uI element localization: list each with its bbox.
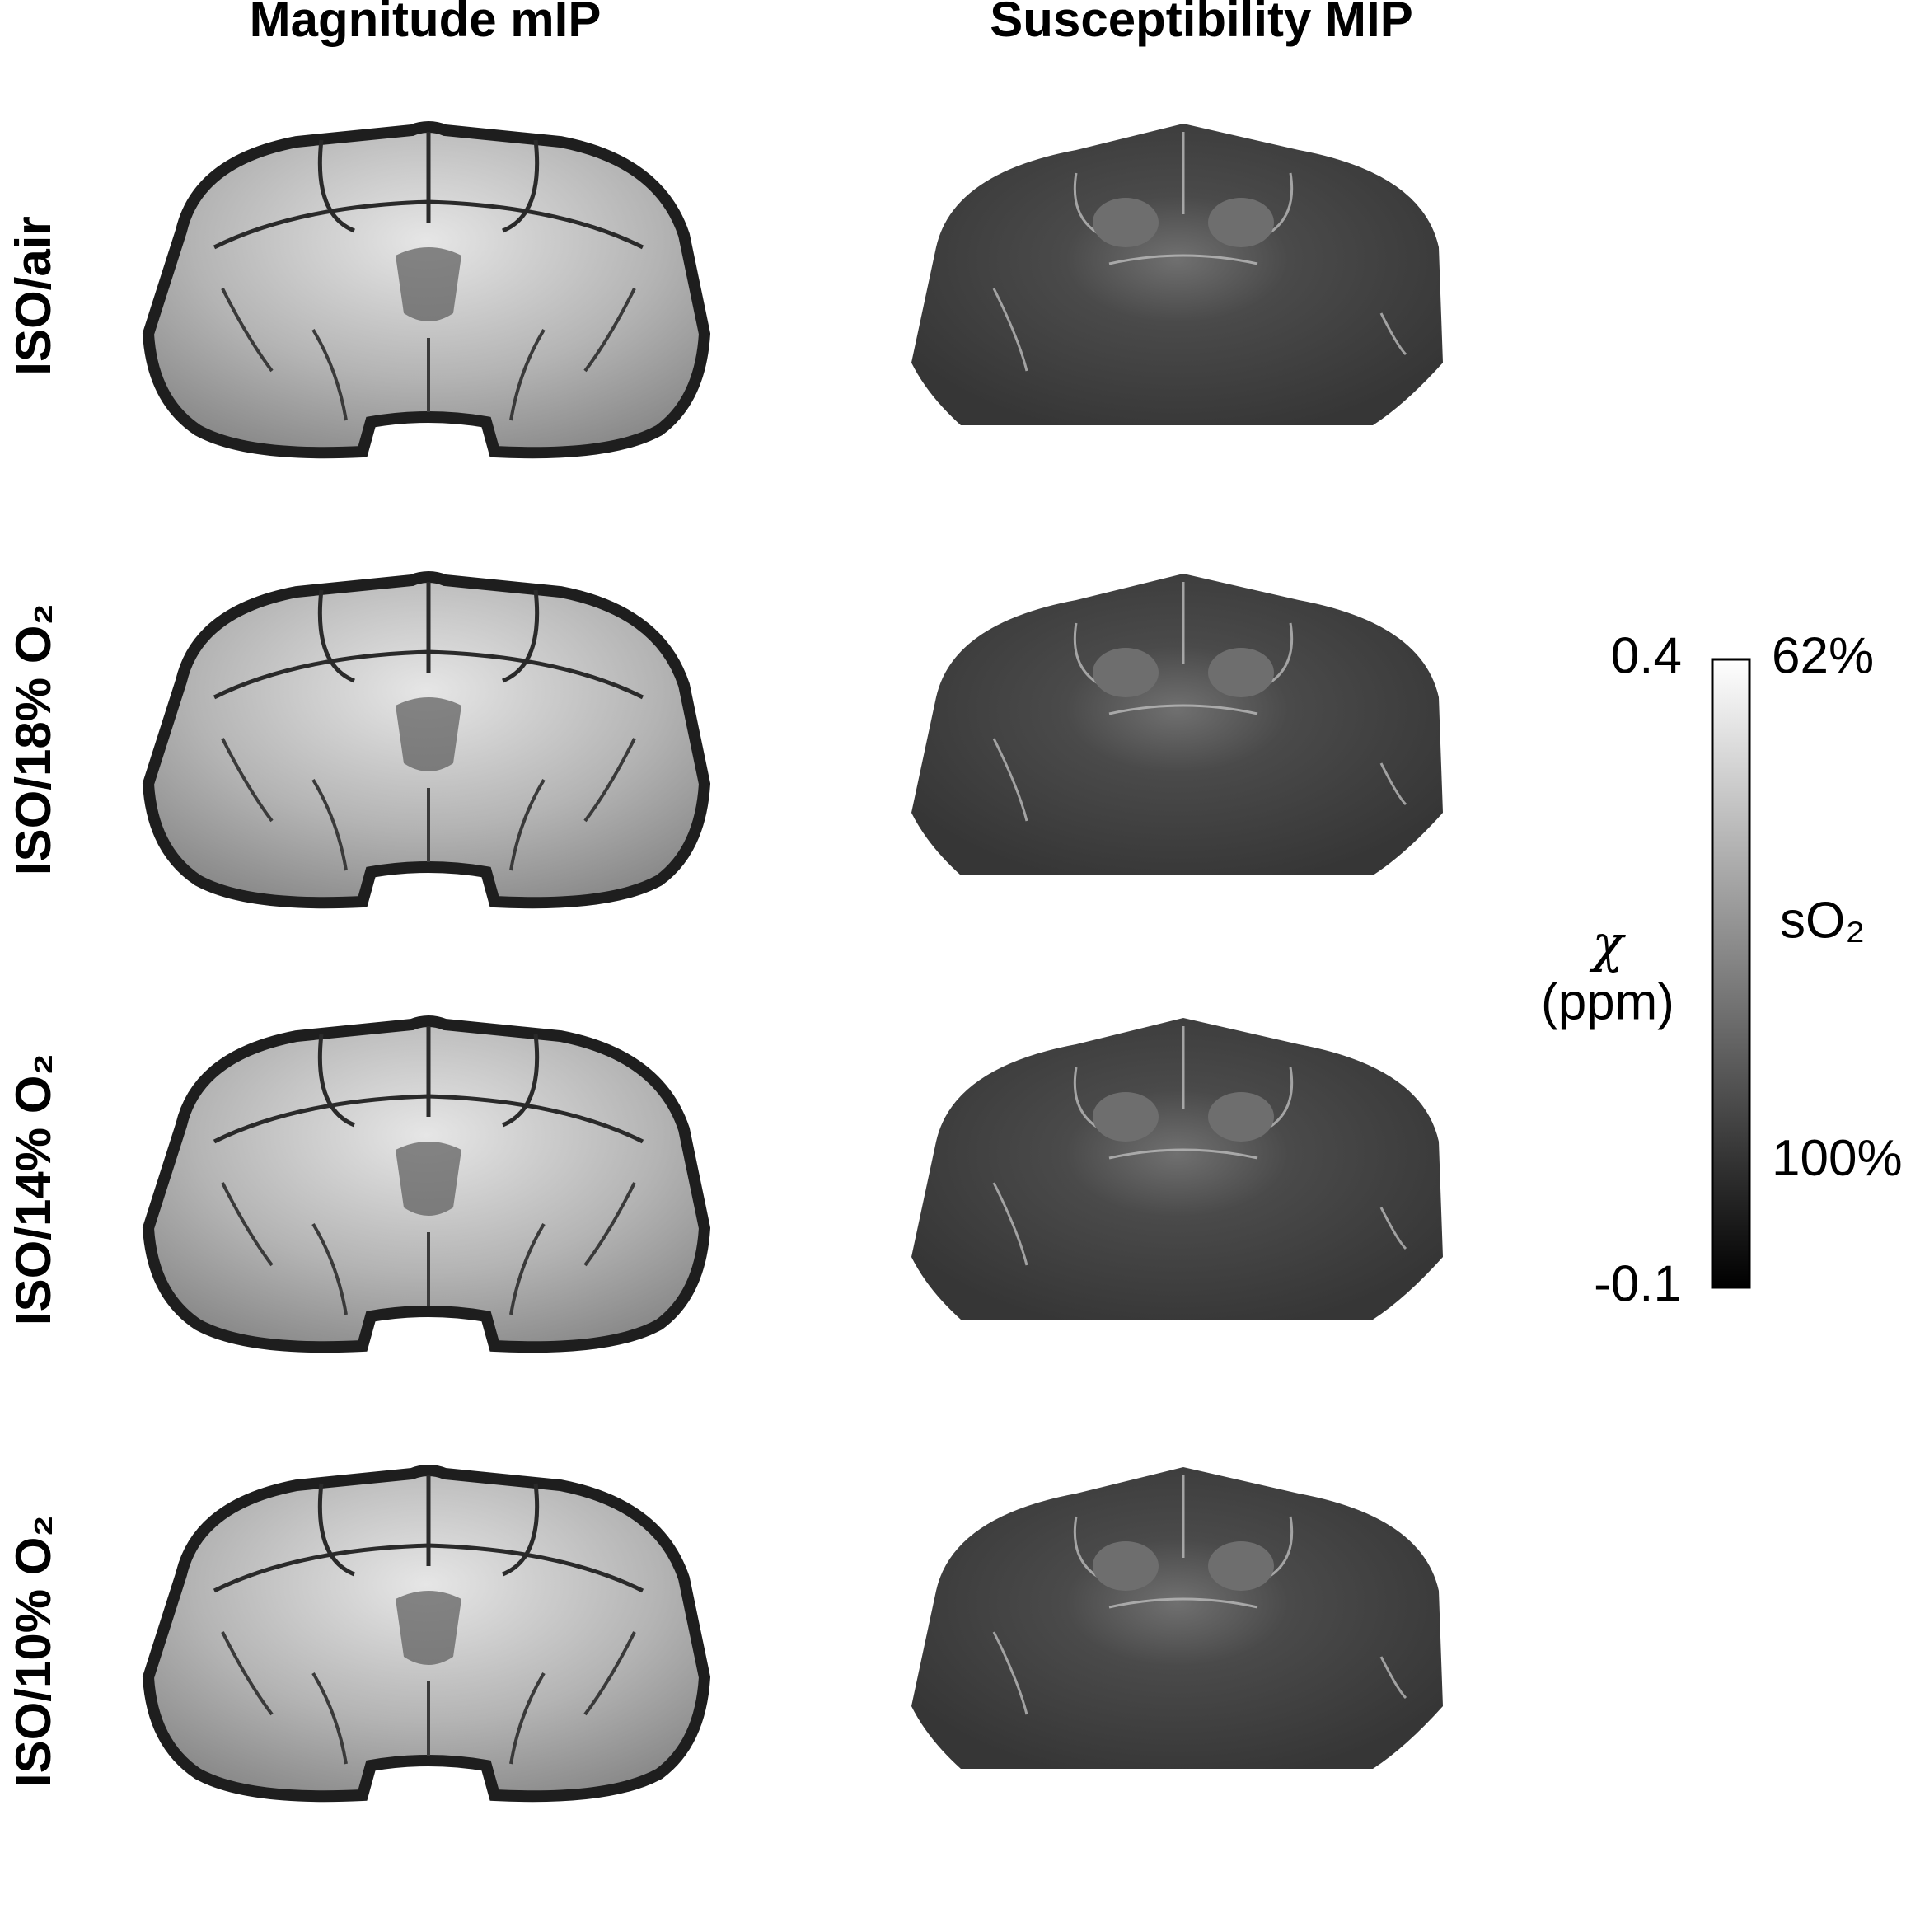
colorbar-symbol: χ bbox=[1589, 913, 1626, 973]
susceptibility-image bbox=[910, 572, 1445, 877]
row-label: ISO/10% O₂ bbox=[6, 1515, 61, 1787]
susceptibility-image bbox=[910, 1016, 1445, 1321]
colorbar-tick-label: 0.4 bbox=[1611, 627, 1682, 684]
colorbar-unit: (ppm) bbox=[1541, 973, 1674, 1030]
rows: ISO/air ISO/18% O₂ ISO/14% O₂ ISO/10% O₂ bbox=[6, 122, 1445, 1796]
magnitude-image bbox=[148, 577, 705, 903]
magnitude-image bbox=[148, 1470, 705, 1796]
so2-tick-label: 62% bbox=[1772, 627, 1874, 684]
susceptibility-image bbox=[910, 1465, 1445, 1770]
column-title: Susceptibility MIP bbox=[990, 0, 1412, 47]
column-title: Magnitude mIP bbox=[250, 0, 602, 47]
colorbar: χ (ppm) sO₂ -0.1 0.4 62% 100% bbox=[1541, 627, 1903, 1312]
colorbar-scale bbox=[1711, 658, 1751, 1289]
row-label: ISO/air bbox=[6, 216, 61, 375]
row-label: ISO/18% O₂ bbox=[6, 603, 61, 875]
susceptibility-image bbox=[910, 122, 1445, 427]
so2-tick-label: 100% bbox=[1772, 1130, 1903, 1187]
magnitude-image bbox=[148, 127, 705, 453]
so2-label: sO₂ bbox=[1780, 892, 1865, 949]
row-label: ISO/14% O₂ bbox=[6, 1053, 61, 1325]
magnitude-image bbox=[148, 1021, 705, 1347]
colorbar-tick-label: -0.1 bbox=[1594, 1255, 1682, 1312]
